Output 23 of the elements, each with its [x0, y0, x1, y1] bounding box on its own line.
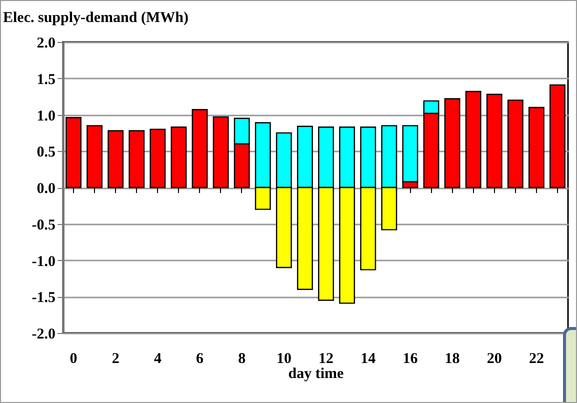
- x-tick-label: 14: [360, 351, 376, 367]
- y-tick-label: 2.0: [36, 36, 56, 52]
- y-tick-label: 0.0: [36, 181, 56, 197]
- x-tick-label: 2: [112, 351, 120, 367]
- x-tick-label: 22: [528, 351, 544, 367]
- y-tick-label: -1.0: [32, 254, 56, 270]
- y-tick-label: -0.5: [32, 217, 56, 234]
- x-axis-title: day time: [288, 366, 344, 382]
- y-tick-label: 1.5: [36, 72, 56, 88]
- x-tick-label: 8: [238, 351, 246, 367]
- y-tick-label: 0.5: [36, 144, 56, 161]
- x-tick-label: 4: [154, 351, 162, 367]
- x-tick-label: 10: [276, 351, 292, 367]
- x-tick-label: 0: [70, 351, 78, 367]
- y-tick-label: -1.5: [32, 290, 56, 306]
- chart-title: Elec. supply-demand (MWh): [3, 10, 188, 26]
- x-tick-label: 16: [402, 351, 418, 367]
- x-tick-label: 18: [444, 351, 460, 367]
- x-tick-label: 20: [486, 351, 502, 367]
- x-tick-label: 6: [196, 351, 204, 367]
- y-tick-label: -2.0: [32, 326, 56, 342]
- x-tick-label: 12: [318, 351, 334, 367]
- y-tick-label: 1.0: [36, 108, 56, 124]
